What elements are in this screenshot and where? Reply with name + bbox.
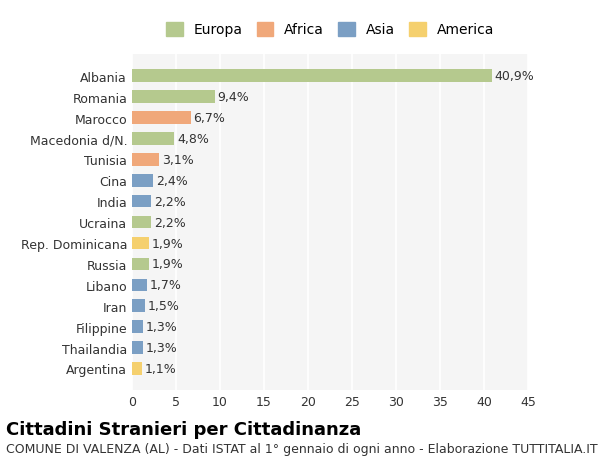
Text: 1,7%: 1,7%: [149, 279, 181, 291]
Text: 40,9%: 40,9%: [494, 70, 535, 83]
Bar: [132, 133, 174, 146]
Text: 1,5%: 1,5%: [148, 300, 180, 313]
Text: 1,3%: 1,3%: [146, 341, 178, 354]
Text: 1,3%: 1,3%: [146, 320, 178, 333]
Bar: [132, 196, 151, 208]
Bar: [132, 91, 215, 104]
Text: COMUNE DI VALENZA (AL) - Dati ISTAT al 1° gennaio di ogni anno - Elaborazione TU: COMUNE DI VALENZA (AL) - Dati ISTAT al 1…: [6, 442, 598, 454]
Bar: [132, 237, 149, 250]
Bar: [132, 300, 145, 312]
Text: 3,1%: 3,1%: [162, 154, 194, 167]
Bar: [132, 112, 191, 124]
Text: 2,2%: 2,2%: [154, 195, 186, 208]
Text: 1,1%: 1,1%: [145, 362, 176, 375]
Text: 2,4%: 2,4%: [156, 174, 188, 187]
Text: 2,2%: 2,2%: [154, 216, 186, 229]
Bar: [132, 216, 151, 229]
Bar: [132, 70, 492, 83]
Bar: [132, 363, 142, 375]
Text: 1,9%: 1,9%: [151, 258, 183, 271]
Bar: [132, 279, 147, 291]
Text: 4,8%: 4,8%: [177, 133, 209, 146]
Bar: [132, 154, 159, 166]
Legend: Europa, Africa, Asia, America: Europa, Africa, Asia, America: [162, 18, 498, 41]
Bar: [132, 174, 153, 187]
Text: 9,4%: 9,4%: [217, 91, 249, 104]
Bar: [132, 321, 143, 333]
Bar: [132, 341, 143, 354]
Text: 6,7%: 6,7%: [194, 112, 226, 125]
Text: 1,9%: 1,9%: [151, 237, 183, 250]
Text: Cittadini Stranieri per Cittadinanza: Cittadini Stranieri per Cittadinanza: [6, 420, 361, 438]
Bar: [132, 258, 149, 271]
